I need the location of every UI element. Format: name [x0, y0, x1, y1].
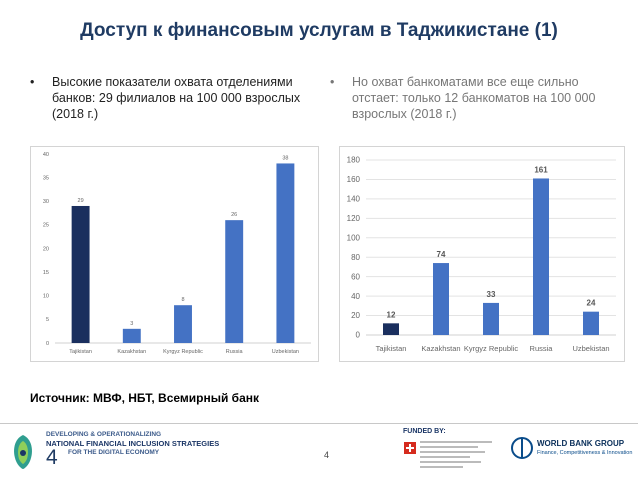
- data-label: 33: [487, 290, 496, 299]
- y-tick-label: 0: [46, 341, 49, 347]
- bar-uzbekistan: [276, 163, 295, 343]
- y-tick-label: 100: [347, 233, 361, 242]
- y-tick-label: 0: [356, 331, 361, 340]
- branches-chart-svg: 0 5 10 15 20 25 30 35 40 29 Tajikistan 3 Kazakhstan 8…: [43, 152, 311, 355]
- atms-chart: 0 20 40 60 80 100 120 140 160 180 12 Tajikistan 74 Ka…: [339, 146, 625, 362]
- data-label: 161: [534, 165, 548, 174]
- slide-title: Доступ к финансовым услугам в Таджикиста…: [80, 20, 558, 41]
- x-tick-label: Kyrgyz Republic: [464, 344, 518, 353]
- y-tick-label: 30: [43, 199, 49, 205]
- tagline-line1: DEVELOPING & OPERATIONALIZING: [46, 431, 162, 438]
- x-tick-label: Kazakhstan: [117, 349, 146, 355]
- swiss-logo-lettering: [420, 441, 492, 471]
- tagline-line2: NATIONAL FINANCIAL INCLUSION STRATEGIES: [46, 439, 220, 448]
- x-tick-label: Kazakhstan: [421, 344, 460, 353]
- y-tick-label: 20: [43, 246, 49, 252]
- bar-tajikistan: [383, 323, 399, 335]
- data-label: 12: [387, 310, 396, 319]
- data-label: 29: [78, 198, 84, 204]
- slide-number-overlay: 4: [46, 446, 58, 469]
- y-tick-label: 40: [351, 292, 360, 301]
- y-tick-label: 60: [351, 272, 360, 281]
- y-tick-label: 5: [46, 317, 49, 323]
- swiss-flag-icon: [404, 442, 416, 454]
- x-tick-label: Russia: [226, 349, 244, 355]
- bar-russia: [533, 178, 549, 335]
- data-label: 74: [437, 250, 446, 259]
- x-tick-label: Uzbekistan: [572, 344, 609, 353]
- bar-kyrgyz-republic: [483, 302, 499, 335]
- footer-tagline: DEVELOPING & OPERATIONALIZING NATIONAL F…: [46, 430, 266, 457]
- bullet-branches: • Высокие показатели охвата отделениями …: [30, 74, 320, 122]
- source-note: Источник: МВФ, НБТ, Всемирный банк: [30, 391, 260, 405]
- bar-kazakhstan: [433, 263, 449, 335]
- x-tick-label: Russia: [530, 344, 554, 353]
- y-tick-label: 120: [347, 214, 361, 223]
- y-tick-label: 140: [347, 195, 361, 204]
- y-tick-label: 40: [43, 152, 49, 158]
- y-tick-label: 35: [43, 175, 49, 181]
- y-tick-label: 10: [43, 294, 49, 300]
- data-label: 24: [587, 299, 596, 308]
- bar-kazakhstan: [122, 328, 141, 343]
- bar-russia: [225, 220, 244, 343]
- footer-divider: [0, 423, 638, 424]
- bar-tajikistan: [71, 205, 90, 343]
- nfis-logo-icon: [14, 435, 32, 469]
- world-bank-group-subtitle: Finance, Competitiveness & Innovation: [537, 450, 633, 456]
- data-label: 38: [282, 155, 288, 161]
- world-bank-globe-icon: [511, 437, 533, 459]
- y-tick-label: 80: [351, 253, 360, 262]
- x-tick-label: Tajikistan: [69, 349, 92, 355]
- y-tick-label: 25: [43, 223, 49, 229]
- y-tick-label: 160: [347, 175, 361, 184]
- x-tick-label: Uzbekistan: [272, 349, 299, 355]
- data-label: 3: [130, 321, 133, 327]
- bullet-text: Высокие показатели охвата отделениями ба…: [52, 75, 301, 121]
- funded-by-label: FUNDED BY:: [403, 428, 446, 435]
- atms-chart-svg: 0 20 40 60 80 100 120 140 160 180 12 Tajikistan 74 Ka…: [347, 156, 616, 353]
- bullet-text: Но охват банкоматами все еще сильно отст…: [352, 75, 596, 121]
- x-tick-label: Kyrgyz Republic: [163, 349, 203, 355]
- world-bank-group-name: WORLD BANK GROUP: [537, 439, 625, 448]
- bullet-marker: •: [30, 75, 35, 89]
- data-label: 26: [231, 212, 237, 218]
- bullet-marker: •: [330, 75, 335, 89]
- y-tick-label: 15: [43, 270, 49, 276]
- bar-uzbekistan: [583, 311, 599, 335]
- y-tick-label: 180: [347, 156, 361, 165]
- tagline-line3: FOR THE DIGITAL ECONOMY: [68, 449, 160, 456]
- swiss-confederation-logo: [404, 440, 494, 476]
- branches-chart: 0 5 10 15 20 25 30 35 40 29 Tajikistan 3 Kazakhstan 8…: [30, 146, 319, 362]
- x-tick-label: Tajikistan: [376, 344, 407, 353]
- bullet-atms: • Но охват банкоматами все еще сильно от…: [330, 74, 620, 122]
- slide-number: 4: [324, 450, 330, 460]
- data-label: 8: [181, 297, 184, 303]
- y-tick-label: 20: [351, 311, 360, 320]
- bar-kyrgyz-republic: [174, 305, 192, 343]
